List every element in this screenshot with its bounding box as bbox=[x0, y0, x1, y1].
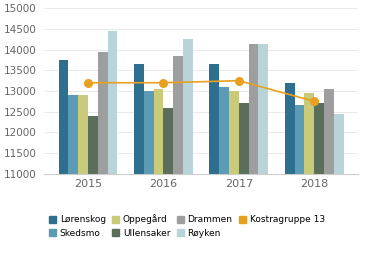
Bar bbox=[163, 108, 173, 280]
Bar bbox=[88, 116, 98, 280]
Kostragruppe 13 bbox=[161, 81, 166, 85]
Bar bbox=[304, 93, 314, 280]
Bar bbox=[324, 89, 334, 280]
Y-axis label: Timer: Timer bbox=[0, 76, 1, 106]
Bar bbox=[154, 89, 163, 280]
Bar bbox=[98, 52, 108, 280]
Bar bbox=[294, 106, 304, 280]
Bar bbox=[68, 95, 78, 280]
Bar bbox=[59, 60, 68, 280]
Bar bbox=[183, 39, 193, 280]
Line: Kostragruppe 13: Kostragruppe 13 bbox=[84, 77, 318, 105]
Kostragruppe 13 bbox=[86, 81, 90, 85]
Bar bbox=[219, 87, 229, 280]
Legend: Lørenskog, Skedsmo, Oppegård, Ullensaker, Drammen, Røyken, Kostragruppe 13: Lørenskog, Skedsmo, Oppegård, Ullensaker… bbox=[49, 214, 325, 238]
Bar bbox=[134, 64, 144, 280]
Bar bbox=[258, 43, 268, 280]
Bar bbox=[314, 103, 324, 280]
Bar bbox=[239, 103, 249, 280]
Bar bbox=[173, 56, 183, 280]
Bar bbox=[285, 83, 294, 280]
Bar bbox=[108, 31, 117, 280]
Bar bbox=[144, 91, 154, 280]
Kostragruppe 13 bbox=[237, 79, 241, 82]
Bar bbox=[209, 64, 219, 280]
Bar bbox=[229, 91, 239, 280]
Bar bbox=[78, 95, 88, 280]
Bar bbox=[334, 114, 344, 280]
Bar bbox=[249, 43, 258, 280]
Kostragruppe 13 bbox=[312, 100, 317, 103]
